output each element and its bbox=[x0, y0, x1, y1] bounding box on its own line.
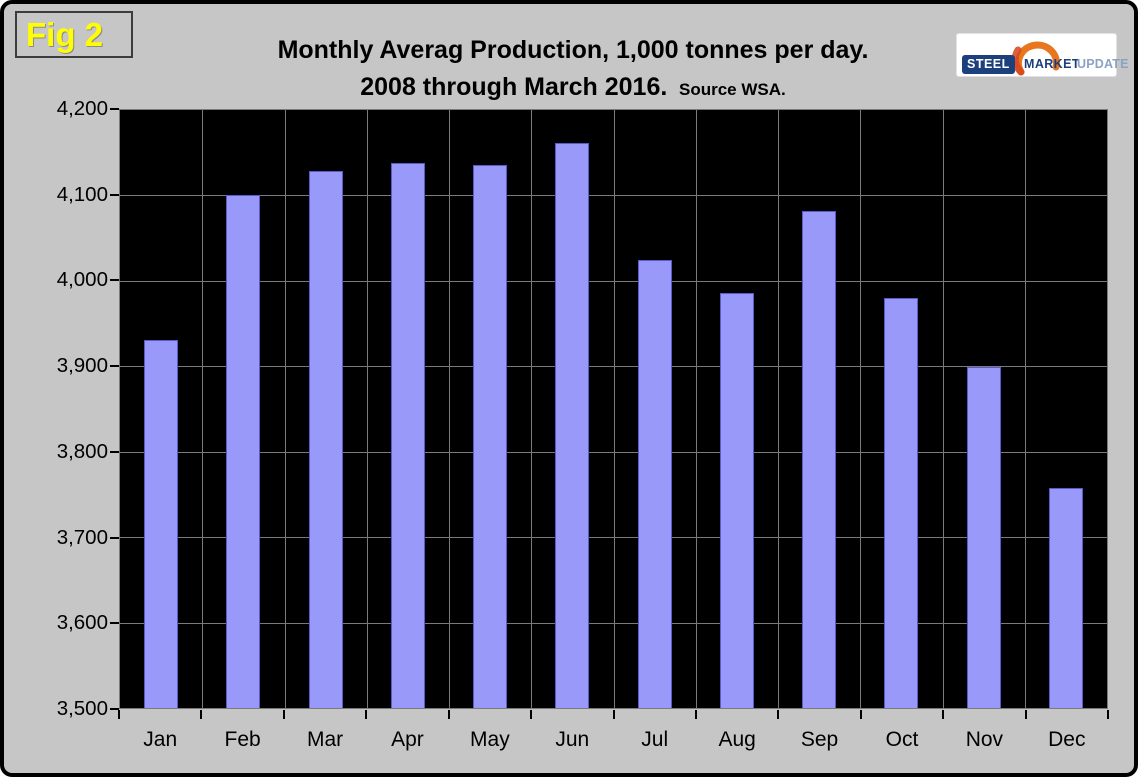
gridline-vertical bbox=[695, 110, 697, 708]
gridline-vertical bbox=[449, 110, 450, 708]
gridline-vertical bbox=[366, 110, 368, 708]
x-axis-label: Sep bbox=[800, 728, 839, 751]
x-axis-label: Aug bbox=[718, 728, 756, 751]
bar-may bbox=[473, 164, 508, 708]
gridline-vertical bbox=[1024, 110, 1026, 708]
x-axis-tick bbox=[530, 710, 533, 719]
y-axis-label: 3,700 bbox=[56, 525, 108, 549]
bar-nov bbox=[966, 367, 1001, 708]
gridline-vertical bbox=[202, 110, 204, 708]
plot-area bbox=[119, 109, 1108, 709]
y-axis-label: 4,000 bbox=[56, 268, 108, 292]
bar-feb bbox=[226, 194, 261, 708]
y-axis-tick bbox=[110, 365, 119, 368]
bar-jun bbox=[555, 143, 590, 708]
bar-dec bbox=[1048, 488, 1083, 708]
gridline-vertical bbox=[284, 110, 286, 708]
x-axis-label: Apr bbox=[391, 728, 424, 751]
x-axis-tick bbox=[365, 710, 368, 719]
figure-label-box: Fig 2 bbox=[15, 11, 133, 58]
x-axis-tick bbox=[447, 710, 450, 719]
x-axis-label: Feb bbox=[224, 728, 261, 751]
gridline-vertical bbox=[778, 110, 779, 708]
bar-oct bbox=[884, 297, 919, 708]
y-axis-tick bbox=[110, 108, 119, 110]
x-axis-tick bbox=[612, 710, 615, 719]
y-axis-tick bbox=[110, 708, 119, 710]
y-axis-tick bbox=[110, 450, 119, 453]
x-axis-tick bbox=[1024, 710, 1027, 719]
chart-title-line2: 2008 through March 2016. Source WSA. bbox=[4, 69, 1134, 108]
x-axis-tick bbox=[942, 710, 945, 719]
y-axis-label: 4,200 bbox=[56, 97, 108, 120]
bar-jan bbox=[144, 339, 179, 708]
chart-title-line1: Monthly Averag Production, 1,000 tonnes … bbox=[277, 36, 869, 64]
x-axis-label: May bbox=[470, 728, 510, 751]
logo-market-text: MARKET bbox=[1024, 57, 1080, 71]
chart-title-period: 2008 through March 2016. bbox=[360, 73, 668, 101]
x-axis-label: Dec bbox=[1048, 728, 1086, 751]
x-axis-tick bbox=[859, 710, 862, 719]
x-axis: Jan Feb Mar Apr May Jun Jul Aug Sep Oct Nov Dec bbox=[118, 710, 1109, 770]
y-axis-label: 3,600 bbox=[56, 611, 108, 635]
y-axis-label: 4,100 bbox=[56, 182, 108, 206]
y-axis-label: 3,900 bbox=[56, 354, 108, 378]
x-axis-label: Jul bbox=[641, 728, 669, 751]
chart-title: Monthly Averag Production, 1,000 tonnes … bbox=[4, 32, 1134, 108]
x-axis-tick bbox=[777, 710, 780, 719]
bar-aug bbox=[719, 292, 754, 708]
x-axis-label: Mar bbox=[306, 728, 344, 751]
gridline-vertical bbox=[531, 110, 533, 708]
logo-steel-text: STEEL bbox=[962, 55, 1015, 74]
x-axis-tick bbox=[282, 710, 285, 719]
y-axis-label: 3,800 bbox=[56, 439, 108, 463]
x-axis-tick bbox=[1107, 710, 1109, 719]
y-axis-tick bbox=[110, 279, 119, 282]
y-axis-tick bbox=[110, 536, 119, 539]
gridline-vertical bbox=[613, 110, 615, 708]
x-axis-label: Jan bbox=[143, 728, 178, 751]
x-axis-label: Jun bbox=[555, 728, 590, 751]
bar-sep bbox=[802, 210, 837, 708]
x-axis-label: Nov bbox=[965, 728, 1004, 751]
gridline-vertical bbox=[860, 110, 862, 708]
y-axis: 4,200 4,100 4,000 3,900 3,800 3,700 3,600 3,500 bbox=[4, 97, 119, 720]
bar-jul bbox=[637, 260, 672, 708]
x-axis-label: Oct bbox=[885, 728, 919, 751]
chart-title-source: Source WSA. bbox=[679, 80, 786, 99]
y-axis-label: 3,500 bbox=[56, 697, 108, 720]
steel-market-update-logo: STEEL MARKET UPDATE bbox=[956, 33, 1128, 77]
bar-mar bbox=[308, 170, 343, 708]
y-axis-tick bbox=[110, 193, 119, 196]
bar-apr bbox=[390, 162, 425, 708]
x-axis-tick bbox=[694, 710, 697, 719]
x-axis-tick bbox=[200, 710, 203, 719]
x-axis-tick bbox=[118, 710, 120, 719]
logo-swoosh-icon bbox=[1011, 41, 1060, 76]
y-axis-tick bbox=[110, 622, 119, 625]
figure-label: Fig 2 bbox=[26, 15, 104, 53]
gridline-vertical bbox=[942, 110, 944, 708]
logo-update-text: UPDATE bbox=[1077, 57, 1129, 71]
